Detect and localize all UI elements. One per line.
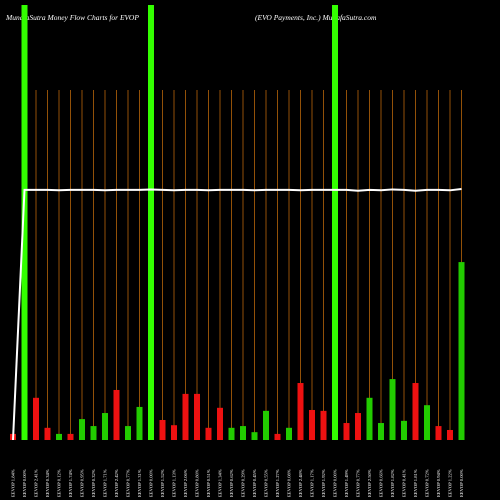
x-tick-label: EEVOP 1.81% [413, 469, 418, 497]
bar [401, 420, 407, 440]
x-tick-label: EEVOP 1.27% [275, 469, 280, 497]
x-tick-label: EEVOP 2.48% [298, 469, 303, 497]
bar [67, 433, 74, 440]
bar [136, 406, 143, 440]
x-tick-label: EEVOP 0.00% [149, 469, 154, 497]
x-tick-label: EEVOP 1.84% [11, 469, 16, 497]
bar [56, 433, 62, 440]
x-tick-label: EEVOP 1.34% [218, 469, 223, 497]
bar [148, 5, 154, 440]
bar [274, 433, 281, 440]
x-tick-label: EEVOP 0.00% [22, 469, 27, 497]
x-tick-label: EEVOP 0.80% [195, 469, 200, 497]
bar [44, 427, 51, 440]
x-tick-label: EEVOP 1.71% [103, 469, 108, 497]
bar [79, 419, 85, 440]
x-tick-label: EEVOP 0.51% [206, 469, 211, 497]
x-tick-label: EEVOP 0.94% [436, 469, 441, 497]
bar [90, 426, 97, 440]
x-tick-label: EEVOP 0.08% [287, 469, 292, 497]
x-tick-label: EEVOP 0.41% [402, 469, 407, 497]
x-tick-label: EEVOP 0.66% [379, 469, 384, 497]
bar [412, 383, 419, 440]
x-tick-label: EEVOP 0.00% [333, 469, 338, 497]
x-tick-label: EEVOP 1.52% [160, 469, 165, 497]
x-tick-label: EEVOP 0.72% [425, 469, 430, 497]
bar [263, 410, 269, 440]
bar [21, 5, 28, 440]
chart-title: MunafaSutra Money Flow Charts for EVOP [5, 13, 139, 22]
bar [286, 427, 292, 440]
bar [343, 423, 350, 440]
bar [240, 426, 246, 440]
bar [194, 393, 200, 440]
bar [424, 405, 430, 440]
bar [205, 427, 212, 440]
bar [447, 429, 453, 440]
bar [309, 409, 315, 440]
bar [297, 383, 304, 440]
x-tick-label: EEVOP 1.31% [137, 469, 142, 497]
x-tick-label: EEVOP 0.00% [459, 469, 464, 497]
x-tick-label: EEVOP 1.13% [172, 469, 177, 497]
x-tick-label: EEVOP 1.74% [68, 469, 73, 497]
money-flow-line [12, 188, 462, 441]
bar [171, 425, 177, 440]
bar [332, 5, 338, 440]
bar [389, 379, 396, 440]
bar [113, 389, 120, 440]
bar [251, 432, 258, 440]
x-tick-label: EEVOP 2.42% [114, 469, 119, 497]
x-tick-label: EEVOP 1.17% [310, 469, 315, 497]
x-tick-label: EEVOP 0.34% [45, 469, 50, 497]
x-tick-label: EEVOP 2.06% [183, 469, 188, 497]
x-tick-label: EEVOP 0.29% [241, 469, 246, 497]
chart-subtitle: (EVO Payments, Inc.) MunafaSutra.com [255, 13, 377, 22]
bar [159, 419, 166, 440]
x-tick-label: EEVOP 1.49% [344, 469, 349, 497]
x-tick-label: EEVOP 0.45% [252, 469, 257, 497]
x-tick-label: EEVOP 0.95% [80, 469, 85, 497]
bar [458, 262, 465, 440]
x-tick-label: EEVOP 1.92% [321, 469, 326, 497]
bar [435, 426, 442, 440]
x-tick-label: EEVOP 0.77% [126, 469, 131, 497]
x-tick-label: EEVOP 2.41% [34, 469, 39, 497]
bar [33, 397, 39, 440]
bar [355, 413, 361, 440]
bar [320, 410, 327, 440]
x-tick-label: EEVOP 0.12% [57, 469, 62, 497]
bar [366, 397, 373, 440]
bar [228, 427, 235, 440]
x-tick-label: EEVOP 1.22% [448, 469, 453, 497]
x-tick-label: EEVOP 2.50% [367, 469, 372, 497]
bar [102, 413, 108, 440]
x-tick-label: EEVOP 0.77% [356, 469, 361, 497]
bar [182, 393, 189, 440]
x-tick-label: EEVOP 0.55% [264, 469, 269, 497]
x-tick-label: EEVOP 1.82% [390, 469, 395, 497]
x-tick-label: EEVOP 0.62% [229, 469, 234, 497]
bar [125, 426, 131, 440]
bar [217, 407, 223, 440]
bar [378, 423, 384, 440]
x-tick-label: EEVOP 0.32% [91, 469, 96, 497]
